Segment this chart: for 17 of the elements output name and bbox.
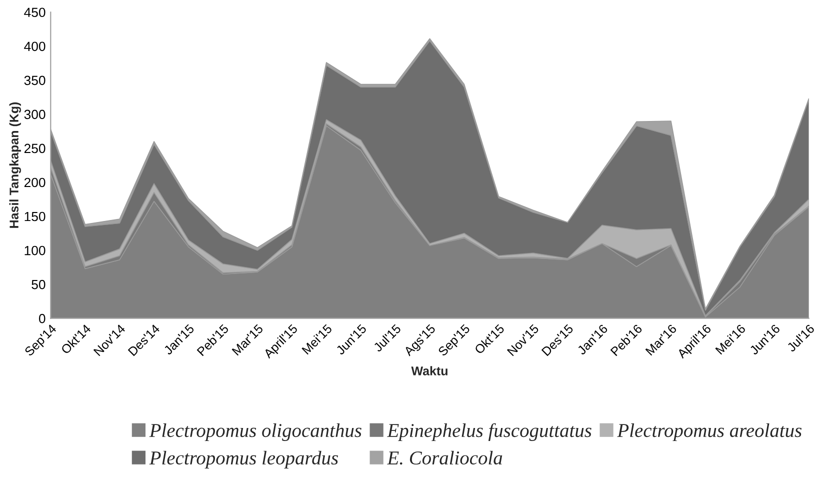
y-tick-label: 0 — [38, 314, 46, 324]
legend-label: Plectropomus areolatus — [617, 423, 802, 442]
y-tick-label: 450 — [24, 8, 46, 18]
y-tick-label: 400 — [24, 42, 46, 52]
x-axis-title: Waktu — [411, 366, 448, 376]
y-tick-label: 200 — [24, 178, 46, 188]
y-tick-label: 100 — [24, 246, 46, 256]
y-tick-label: 350 — [24, 76, 46, 86]
y-axis-title: Hasil Tangkapan (Kg) — [9, 102, 22, 228]
y-tick-label: 50 — [32, 280, 46, 290]
legend-label: Plectropomus oligocanthus — [149, 423, 362, 442]
legend-label: E. Coraliocola — [387, 450, 502, 465]
legend-label: Epinephelus fuscoguttatus — [387, 423, 592, 442]
legend-label: Plectropomus leopardus — [149, 450, 338, 468]
y-tick-label: 150 — [24, 212, 46, 222]
y-tick-label: 250 — [24, 144, 46, 154]
y-tick-label: 300 — [24, 110, 46, 120]
